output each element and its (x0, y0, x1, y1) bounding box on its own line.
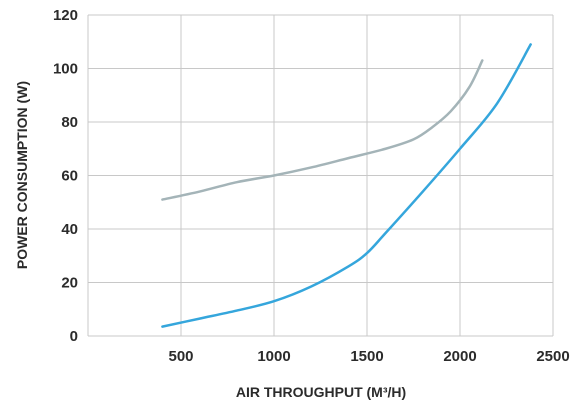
x-tick-label: 2000 (443, 348, 476, 365)
grid (87, 14, 554, 337)
y-tick-label: 20 (61, 275, 78, 292)
y-tick-label: 40 (61, 221, 78, 238)
series-line-2 (161, 43, 532, 328)
series-line-1 (161, 59, 484, 201)
x-tick-label: 1000 (257, 348, 290, 365)
series-lines (161, 43, 532, 328)
y-tick-label: 100 (53, 61, 78, 78)
x-tick-label: 500 (168, 348, 193, 365)
y-tick-label: 120 (53, 7, 78, 24)
x-tick-label: 2500 (536, 348, 569, 365)
y-tick-label: 60 (61, 168, 78, 185)
x-tick-label: 1500 (350, 348, 383, 365)
x-tick-labels: 500 1000 1500 2000 2500 (168, 348, 569, 365)
y-tick-labels: 0 20 40 60 80 100 120 (53, 7, 78, 345)
x-axis-title: AIR THROUGHPUT (M³/H) (236, 384, 406, 400)
y-tick-label: 0 (70, 328, 78, 345)
y-tick-label: 80 (61, 114, 78, 131)
y-axis-title: POWER CONSUMPTION (W) (14, 81, 30, 269)
